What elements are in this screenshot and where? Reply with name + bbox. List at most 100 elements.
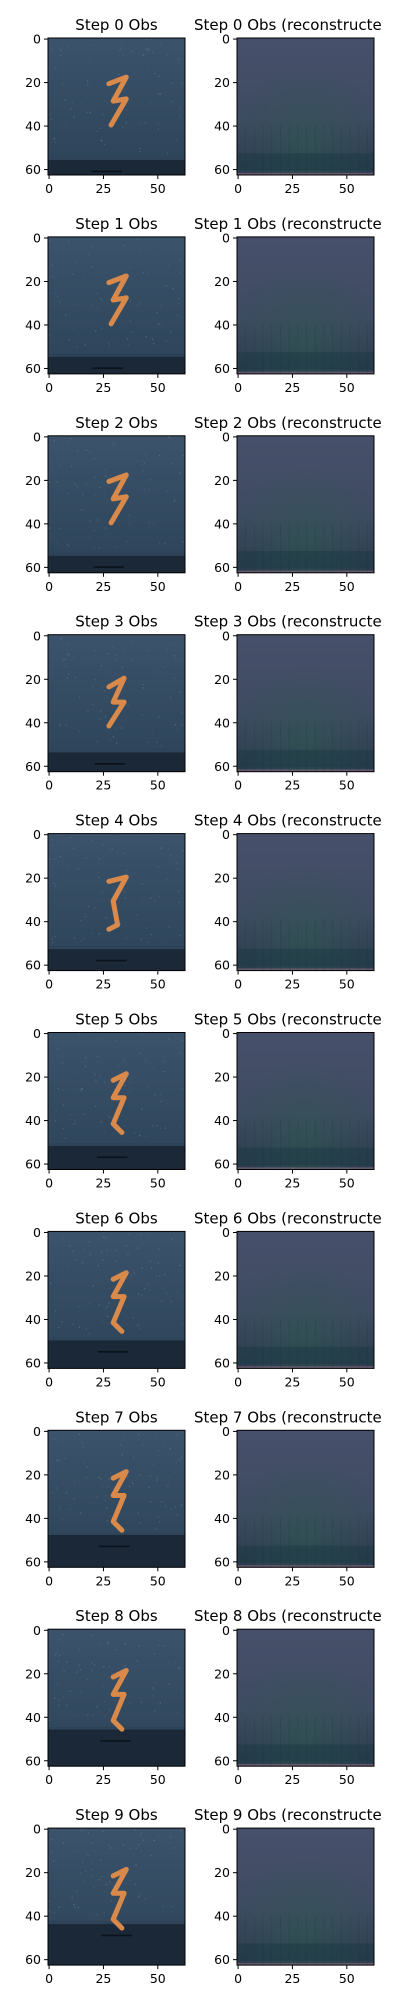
noise-speck	[137, 1844, 140, 1846]
noise-speck	[122, 852, 125, 855]
noise-speck	[147, 69, 149, 71]
noise-speck	[51, 655, 53, 657]
axes-frame	[47, 1032, 186, 1170]
noise-speck	[115, 1250, 118, 1252]
noise-speck	[94, 907, 96, 909]
noise-speck	[173, 677, 175, 679]
noise-speck	[170, 855, 172, 857]
axes-frame	[236, 1032, 375, 1170]
noise-speck	[100, 1281, 103, 1283]
noise-speck	[67, 492, 69, 495]
noise-speck	[91, 839, 93, 842]
noise-speck	[48, 1910, 50, 1912]
noise-speck	[89, 1253, 92, 1256]
noise-speck	[110, 671, 112, 673]
noise-speck	[57, 1682, 59, 1684]
noise-speck	[131, 331, 133, 334]
noise-speck	[172, 643, 174, 646]
noise-speck	[110, 1472, 112, 1474]
x-tick-label: 0	[234, 1374, 242, 1389]
noise-speck	[138, 1293, 140, 1295]
y-tick-label: 20	[214, 871, 230, 886]
noise-speck	[53, 882, 55, 884]
noise-speck	[153, 900, 156, 902]
noise-speck	[165, 285, 167, 287]
reconstruction-edge	[237, 1962, 374, 1966]
noise-speck	[101, 900, 103, 902]
noise-speck	[108, 1302, 110, 1304]
noise-speck	[178, 1667, 180, 1669]
noise-speck	[149, 478, 152, 480]
noise-speck	[92, 686, 94, 688]
noise-speck	[152, 1125, 154, 1127]
noise-speck	[150, 897, 152, 899]
noise-speck	[144, 53, 146, 56]
noise-speck	[159, 1702, 161, 1704]
reconstruction-edge	[237, 1366, 374, 1369]
x-tick-label: 0	[45, 380, 53, 395]
noise-speck	[102, 113, 104, 116]
noise-speck	[158, 93, 160, 95]
x-tick-label: 0	[45, 1971, 53, 1986]
noise-speck	[85, 1476, 88, 1479]
noise-speck	[62, 1696, 64, 1698]
x-tick-label: 50	[150, 579, 166, 594]
noise-speck	[178, 1127, 180, 1129]
x-tick-label: 50	[150, 1971, 166, 1986]
y-tick-label: 40	[214, 914, 230, 929]
reconstruction-edge	[237, 371, 374, 374]
floor-region	[48, 1532, 185, 1568]
reconstruction-floor-band	[237, 1744, 374, 1762]
noise-speck	[179, 272, 181, 274]
noise-speck	[102, 1259, 104, 1261]
noise-speck	[72, 273, 74, 275]
noise-speck	[170, 1508, 172, 1510]
noise-speck	[124, 1125, 126, 1127]
panel-title: Step 8 Obs	[75, 1607, 158, 1625]
noise-speck	[179, 115, 181, 117]
noise-speck	[62, 1104, 64, 1106]
y-tick-label: 20	[214, 1467, 230, 1482]
noise-speck	[106, 1883, 108, 1885]
noise-speck	[133, 1272, 135, 1274]
y-tick-label: 60	[25, 1355, 41, 1370]
noise-speck	[168, 1661, 170, 1663]
noise-speck	[123, 55, 125, 57]
x-tick-label: 0	[45, 181, 53, 196]
noise-speck	[106, 1485, 109, 1488]
digit-stroke	[106, 74, 129, 128]
noise-speck	[99, 486, 101, 489]
reconstruction-glow	[237, 833, 374, 971]
y-tick-label: 60	[214, 1952, 230, 1967]
noise-speck	[151, 1267, 153, 1269]
x-tick-label: 0	[45, 579, 53, 594]
axes-frame	[236, 634, 375, 773]
noise-speck	[162, 666, 164, 668]
noise-speck	[83, 938, 85, 940]
noise-speck	[136, 914, 138, 916]
noise-speck	[78, 730, 80, 732]
noise-speck	[178, 1459, 180, 1461]
axes-frame	[47, 1429, 186, 1568]
reconstruction-floor-band	[237, 1943, 374, 1961]
noise-speck	[158, 1521, 160, 1523]
noise-speck	[101, 1251, 103, 1253]
noise-speck	[141, 463, 143, 466]
noise-speck	[62, 1633, 64, 1636]
noise-speck	[76, 1909, 78, 1912]
digit-stroke	[106, 472, 129, 526]
noise-speck	[100, 1121, 102, 1123]
noise-speck	[53, 440, 55, 442]
noise-speck	[154, 1435, 156, 1437]
panel-title: Step 7 Obs	[75, 1408, 158, 1426]
noise-speck	[102, 1830, 104, 1833]
axes-frame	[236, 435, 375, 574]
noise-speck	[116, 241, 118, 243]
noise-speck	[144, 1898, 146, 1900]
noise-speck	[174, 1471, 176, 1473]
noise-speck	[86, 80, 89, 82]
noise-speck	[114, 546, 116, 548]
y-tick-label: 20	[25, 75, 41, 90]
noise-speck	[108, 1844, 110, 1846]
